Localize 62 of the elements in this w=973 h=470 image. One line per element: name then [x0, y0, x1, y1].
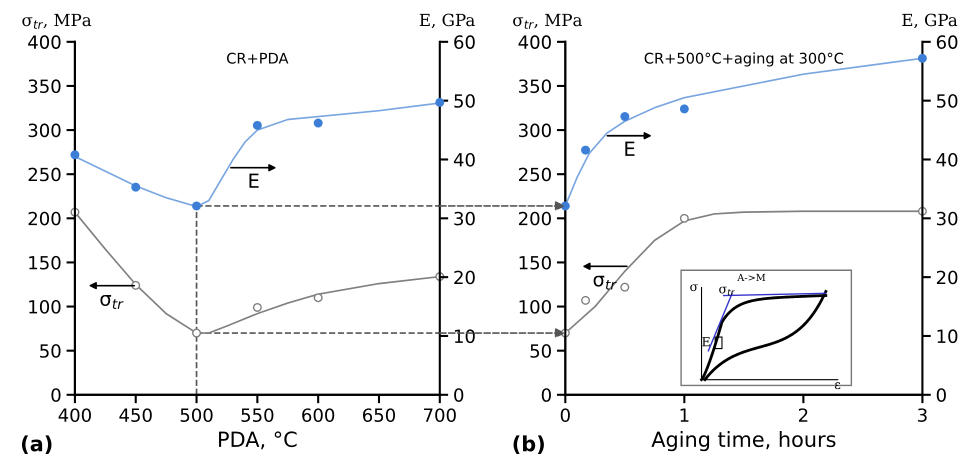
text: CR+500°C+aging at 300°C	[644, 52, 844, 67]
y2-tick-label: 60	[936, 35, 958, 49]
series-label: E	[249, 174, 259, 188]
x-tick-label: 400	[58, 408, 91, 422]
annotation: ε	[834, 382, 840, 390]
text: CR+PDA	[227, 52, 288, 64]
x-tick-label: 500	[180, 408, 213, 422]
x-tick-label: 1	[680, 408, 688, 422]
y2-axis-title: E, GPa	[902, 14, 958, 28]
y-tick-label: 200	[28, 212, 61, 226]
annotation: A->M	[737, 274, 766, 281]
x-tick-label: 600	[302, 408, 334, 422]
y-tick-label: 250	[518, 168, 551, 182]
y2-tick-label: 20	[454, 270, 475, 284]
annotation: σ	[690, 284, 698, 292]
y-tick-label: 300	[28, 124, 61, 138]
x-tick-label: 0	[560, 408, 570, 422]
y-tick-label: 0	[51, 388, 61, 402]
text: (a)	[22, 435, 52, 454]
x-tick-label: 2	[798, 408, 808, 422]
x-tick-label: 3	[918, 408, 927, 422]
y-tick-label: 50	[530, 344, 551, 358]
y2-tick-label: 0	[454, 388, 464, 402]
y-tick-label: 250	[28, 168, 61, 182]
y2-tick-label: 0	[936, 388, 946, 402]
y-tick-label: 150	[520, 256, 551, 270]
x-tick-label: 650	[363, 408, 396, 422]
y-tick-label: 300	[519, 124, 551, 138]
y2-axis-title: E, GPa	[420, 14, 475, 28]
series-label: σ$_{tr}$	[594, 276, 617, 290]
y-tick-label: 200	[518, 212, 551, 226]
text: (b)	[514, 435, 544, 454]
y-tick-label: 0	[542, 388, 551, 402]
y2-tick-label: 40	[454, 152, 475, 167]
y-tick-label: 400	[28, 35, 61, 49]
annotation: σ$_{tr}$	[719, 286, 735, 296]
y-tick-label: 350	[519, 79, 551, 94]
annotation: E	[702, 337, 710, 346]
y2-tick-label: 60	[454, 35, 475, 49]
y2-tick-label: 50	[454, 94, 475, 108]
y-tick-label: 100	[29, 300, 61, 314]
y-tick-label: 150	[29, 256, 61, 270]
x-axis-title: Aging time, hours	[651, 431, 836, 452]
y-tick-label: 100	[520, 300, 551, 314]
x-tick-label: 700	[424, 408, 456, 422]
y2-tick-label: 50	[936, 94, 958, 108]
y2-tick-label: 40	[936, 152, 958, 167]
x-tick-label: 450	[119, 408, 152, 422]
y-axis-title: σ$_{tr}$, MPa	[513, 14, 582, 29]
series-label: σ$_{tr}$	[100, 295, 124, 309]
y-tick-label: 350	[28, 79, 61, 94]
y2-tick-label: 30	[936, 212, 958, 226]
y2-tick-label: 10	[454, 329, 475, 344]
x-axis-title: PDA, °C	[219, 431, 297, 450]
x-tick-label: 550	[242, 408, 274, 422]
series-label: E	[625, 142, 634, 156]
y2-tick-label: 30	[454, 212, 475, 226]
y-tick-label: 400	[518, 35, 551, 49]
y2-tick-label: 20	[936, 270, 958, 284]
y-tick-label: 50	[40, 344, 61, 358]
y2-tick-label: 10	[938, 329, 958, 344]
y-axis-title: σ$_{tr}$, MPa	[22, 14, 92, 29]
